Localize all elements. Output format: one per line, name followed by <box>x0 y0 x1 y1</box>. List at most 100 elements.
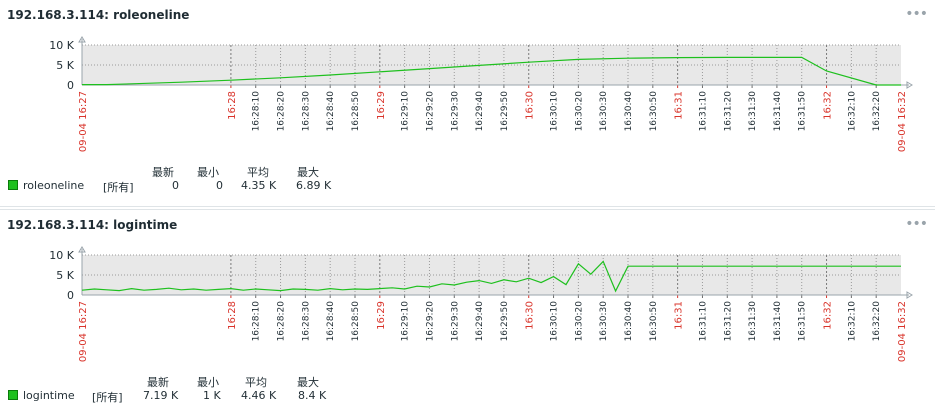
x-tick-label: 16:28:20 <box>277 301 287 342</box>
x-tick-label: 16:29:10 <box>401 301 411 342</box>
legend-scope: [所有] <box>103 181 134 194</box>
x-tick-label: 16:30:10 <box>550 91 560 132</box>
legend-header-last: 最新 <box>147 376 169 389</box>
x-end-label: 09-04 16:32 <box>897 91 908 152</box>
x-tick-label: 16:28:50 <box>351 91 361 132</box>
x-tick-label: 16:31:50 <box>798 91 808 132</box>
x-tick-label: 16:31:20 <box>723 301 733 342</box>
x-tick-label: 16:30:10 <box>550 301 560 342</box>
legend-value-min: 1 K <box>203 389 221 402</box>
x-tick-label: 16:30:40 <box>624 91 634 132</box>
x-tick-label: 16:29:50 <box>500 301 510 342</box>
y-tick-label: 0 <box>67 79 74 92</box>
dots-menu-icon[interactable]: ••• <box>905 216 928 232</box>
x-tick-label-minute: 16:28 <box>227 301 238 330</box>
x-start-label: 09-04 16:27 <box>78 301 89 362</box>
legend-swatch <box>8 390 18 400</box>
legend-value-avg: 4.46 K <box>241 389 277 402</box>
plot-area <box>82 255 901 295</box>
y-tick-label: 10 K <box>49 39 74 52</box>
x-tick-label: 16:30:40 <box>624 301 634 342</box>
x-tick-label-minute: 16:29 <box>376 301 387 330</box>
x-tick-label: 16:32:10 <box>847 301 857 342</box>
legend-header-last: 最新 <box>152 166 174 179</box>
legend-value-min: 0 <box>216 179 223 192</box>
panel-title: 192.168.3.114: roleoneline <box>7 8 190 22</box>
legend-header-min: 最小 <box>197 166 219 179</box>
x-tick-label-minute: 16:32 <box>823 91 834 120</box>
x-tick-label: 16:29:40 <box>475 301 485 342</box>
x-axis-arrow <box>906 81 913 89</box>
x-tick-label: 16:28:30 <box>301 301 311 342</box>
x-tick-label: 16:31:10 <box>698 301 708 342</box>
x-tick-label-minute: 16:30 <box>525 301 536 330</box>
x-tick-label-minute: 16:30 <box>525 91 536 120</box>
x-start-label: 09-04 16:27 <box>78 91 89 152</box>
series-line-roleoneline <box>82 56 901 86</box>
x-tick-label-minute: 16:32 <box>823 301 834 330</box>
legend-header-max: 最大 <box>297 166 319 179</box>
x-tick-label-minute: 16:29 <box>376 91 387 120</box>
legend-item-name: roleoneline <box>23 179 85 192</box>
x-tick-label: 16:29:40 <box>475 91 485 132</box>
legend-value-max: 6.89 K <box>296 179 332 192</box>
dots-menu-icon[interactable]: ••• <box>905 6 928 22</box>
legend-value-last: 7.19 K <box>143 389 179 402</box>
x-tick-label: 16:28:10 <box>252 301 262 342</box>
x-end-label: 09-04 16:32 <box>897 301 908 362</box>
x-tick-label: 16:31:40 <box>773 91 783 132</box>
x-tick-label-minute: 16:31 <box>674 91 685 120</box>
x-tick-label: 16:28:40 <box>326 91 336 132</box>
x-tick-label: 16:31:10 <box>698 91 708 132</box>
panel-title: 192.168.3.114: logintime <box>7 218 178 232</box>
graph-panel-logintime: 192.168.3.114: logintime ••• 0 5 K 10 K 16:… <box>0 209 935 409</box>
x-axis-arrow <box>906 291 913 299</box>
x-tick-label: 16:29:50 <box>500 91 510 132</box>
x-tick-label: 16:30:30 <box>599 91 609 132</box>
y-tick-label: 10 K <box>49 249 74 262</box>
x-tick-label: 16:31:50 <box>798 301 808 342</box>
y-tick-label: 5 K <box>56 59 74 72</box>
legend-value-avg: 4.35 K <box>241 179 277 192</box>
y-axis-arrow <box>78 246 86 253</box>
x-tick-label: 16:30:50 <box>649 91 659 132</box>
x-tick-label: 16:30:50 <box>649 301 659 342</box>
x-tick-label-minute: 16:28 <box>227 91 238 120</box>
legend-header-avg: 平均 <box>245 376 267 389</box>
legend-value-last: 0 <box>172 179 179 192</box>
y-tick-label: 5 K <box>56 269 74 282</box>
legend-value-max: 8.4 K <box>298 389 327 402</box>
x-tick-label: 16:31:30 <box>748 301 758 342</box>
y-tick-label: 0 <box>67 289 74 302</box>
legend-header-avg: 平均 <box>247 166 269 179</box>
x-tick-label: 16:32:10 <box>847 91 857 132</box>
x-tick-label: 16:29:30 <box>450 91 460 132</box>
x-tick-label: 16:31:30 <box>748 91 758 132</box>
chart-logintime: 0 5 K 10 K 16:28:10 16:28:20 16:28:30 16:28:40… <box>49 246 913 362</box>
x-tick-label: 16:29:20 <box>425 301 435 342</box>
x-tick-label-minute: 16:31 <box>674 301 685 330</box>
y-axis-arrow <box>78 36 86 43</box>
chart-roleoneline: 0 5 K 10 K 16:28:10 16:28:20 16:28:30 16:28:40… <box>49 36 913 152</box>
x-tick-label: 16:32:20 <box>872 91 882 132</box>
x-tick-label: 16:30:30 <box>599 301 609 342</box>
x-tick-label: 16:31:40 <box>773 301 783 342</box>
x-tick-label: 16:30:20 <box>574 301 584 342</box>
legend-scope: [所有] <box>92 391 123 404</box>
x-tick-label: 16:28:50 <box>351 301 361 342</box>
legend-item-name: logintime <box>23 389 75 402</box>
x-tick-label: 16:29:30 <box>450 301 460 342</box>
series-line-logintime <box>81 260 901 293</box>
legend-header-max: 最大 <box>297 376 319 389</box>
x-tick-label: 16:31:20 <box>723 91 733 132</box>
graph-panel-roleoneline: 192.168.3.114: roleoneline ••• 0 5 K 10 K 1… <box>0 6 935 207</box>
x-tick-label: 16:30:20 <box>574 91 584 132</box>
x-tick-label: 16:28:30 <box>301 91 311 132</box>
x-tick-label: 16:32:20 <box>872 301 882 342</box>
x-tick-label: 16:28:10 <box>252 91 262 132</box>
legend-header-min: 最小 <box>197 376 219 389</box>
x-tick-label: 16:29:20 <box>425 91 435 132</box>
x-tick-label: 16:29:10 <box>401 91 411 132</box>
x-tick-label: 16:28:40 <box>326 301 336 342</box>
x-tick-label: 16:28:20 <box>277 91 287 132</box>
